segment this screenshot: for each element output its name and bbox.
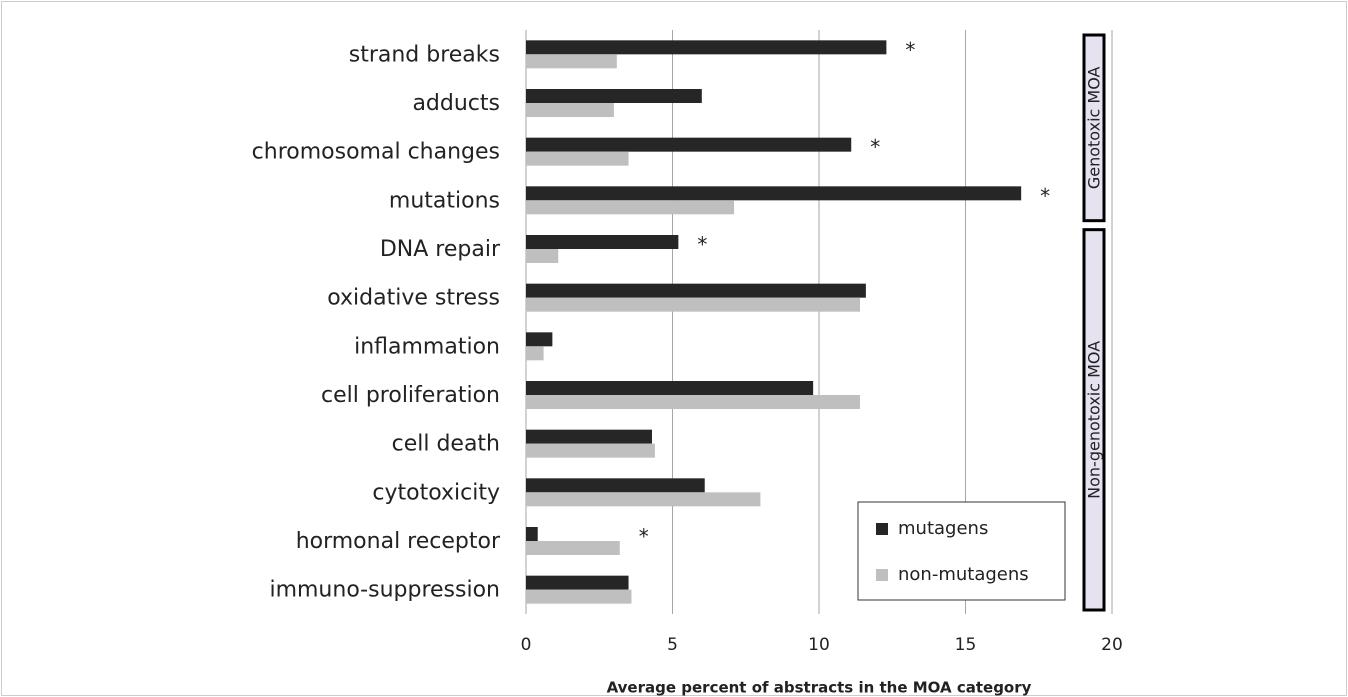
annotation: * bbox=[639, 525, 649, 549]
bar bbox=[526, 249, 559, 263]
bar bbox=[526, 346, 544, 361]
y-tick-label: cell proliferation bbox=[321, 383, 500, 408]
x-tick-label: 20 bbox=[1101, 635, 1123, 655]
bar bbox=[526, 137, 852, 152]
x-tick-label: 5 bbox=[667, 635, 678, 655]
bar bbox=[526, 200, 735, 215]
bar bbox=[526, 429, 652, 444]
group-box bbox=[1082, 228, 1106, 612]
y-tick-label: oxidative stress bbox=[327, 286, 500, 311]
bar bbox=[526, 40, 887, 55]
annotation: * bbox=[1040, 184, 1050, 208]
bar bbox=[526, 103, 614, 117]
bar bbox=[526, 527, 538, 541]
bar bbox=[526, 492, 761, 507]
x-tick-label: 15 bbox=[955, 635, 977, 655]
y-tick-label: chromosomal changes bbox=[252, 140, 500, 165]
bar bbox=[526, 575, 629, 590]
y-tick-label: DNA repair bbox=[380, 237, 501, 262]
y-tick-label: cell death bbox=[392, 432, 500, 457]
legend-swatch bbox=[876, 523, 888, 535]
annotation: * bbox=[905, 38, 915, 62]
y-tick-label: strand breaks bbox=[349, 42, 500, 67]
bar bbox=[526, 589, 632, 604]
y-tick-label: adducts bbox=[412, 91, 500, 116]
bar bbox=[526, 283, 866, 298]
bar bbox=[526, 381, 814, 395]
legend-box bbox=[857, 501, 1066, 601]
annotation: * bbox=[870, 135, 880, 159]
bar bbox=[526, 186, 1022, 201]
annotation: * bbox=[697, 233, 707, 257]
y-tick-label: mutations bbox=[389, 188, 500, 213]
group-label: Genotoxic MOA bbox=[1085, 66, 1104, 189]
y-tick-label: cytotoxicity bbox=[372, 480, 500, 505]
bar bbox=[526, 395, 861, 409]
bar bbox=[526, 151, 629, 166]
bar bbox=[526, 297, 861, 312]
legend-label: non-mutagens bbox=[898, 564, 1029, 585]
y-tick-label: hormonal receptor bbox=[296, 529, 501, 554]
x-axis-label: Average percent of abstracts in the MOA … bbox=[607, 679, 1032, 697]
legend-swatch bbox=[876, 569, 888, 581]
y-tick-label: inflammation bbox=[354, 334, 500, 359]
bar bbox=[526, 541, 620, 555]
bar bbox=[526, 54, 617, 69]
bar bbox=[526, 332, 553, 347]
group-label: Non-genotoxic MOA bbox=[1085, 341, 1104, 499]
x-tick-label: 0 bbox=[521, 635, 532, 655]
legend-label: mutagens bbox=[898, 518, 988, 539]
bar bbox=[526, 89, 702, 103]
group-box bbox=[1082, 33, 1106, 223]
bar bbox=[526, 443, 655, 458]
y-tick-label: immuno-suppression bbox=[269, 578, 500, 603]
bar bbox=[526, 478, 705, 493]
x-tick-label: 10 bbox=[808, 635, 830, 655]
bar bbox=[526, 235, 679, 249]
